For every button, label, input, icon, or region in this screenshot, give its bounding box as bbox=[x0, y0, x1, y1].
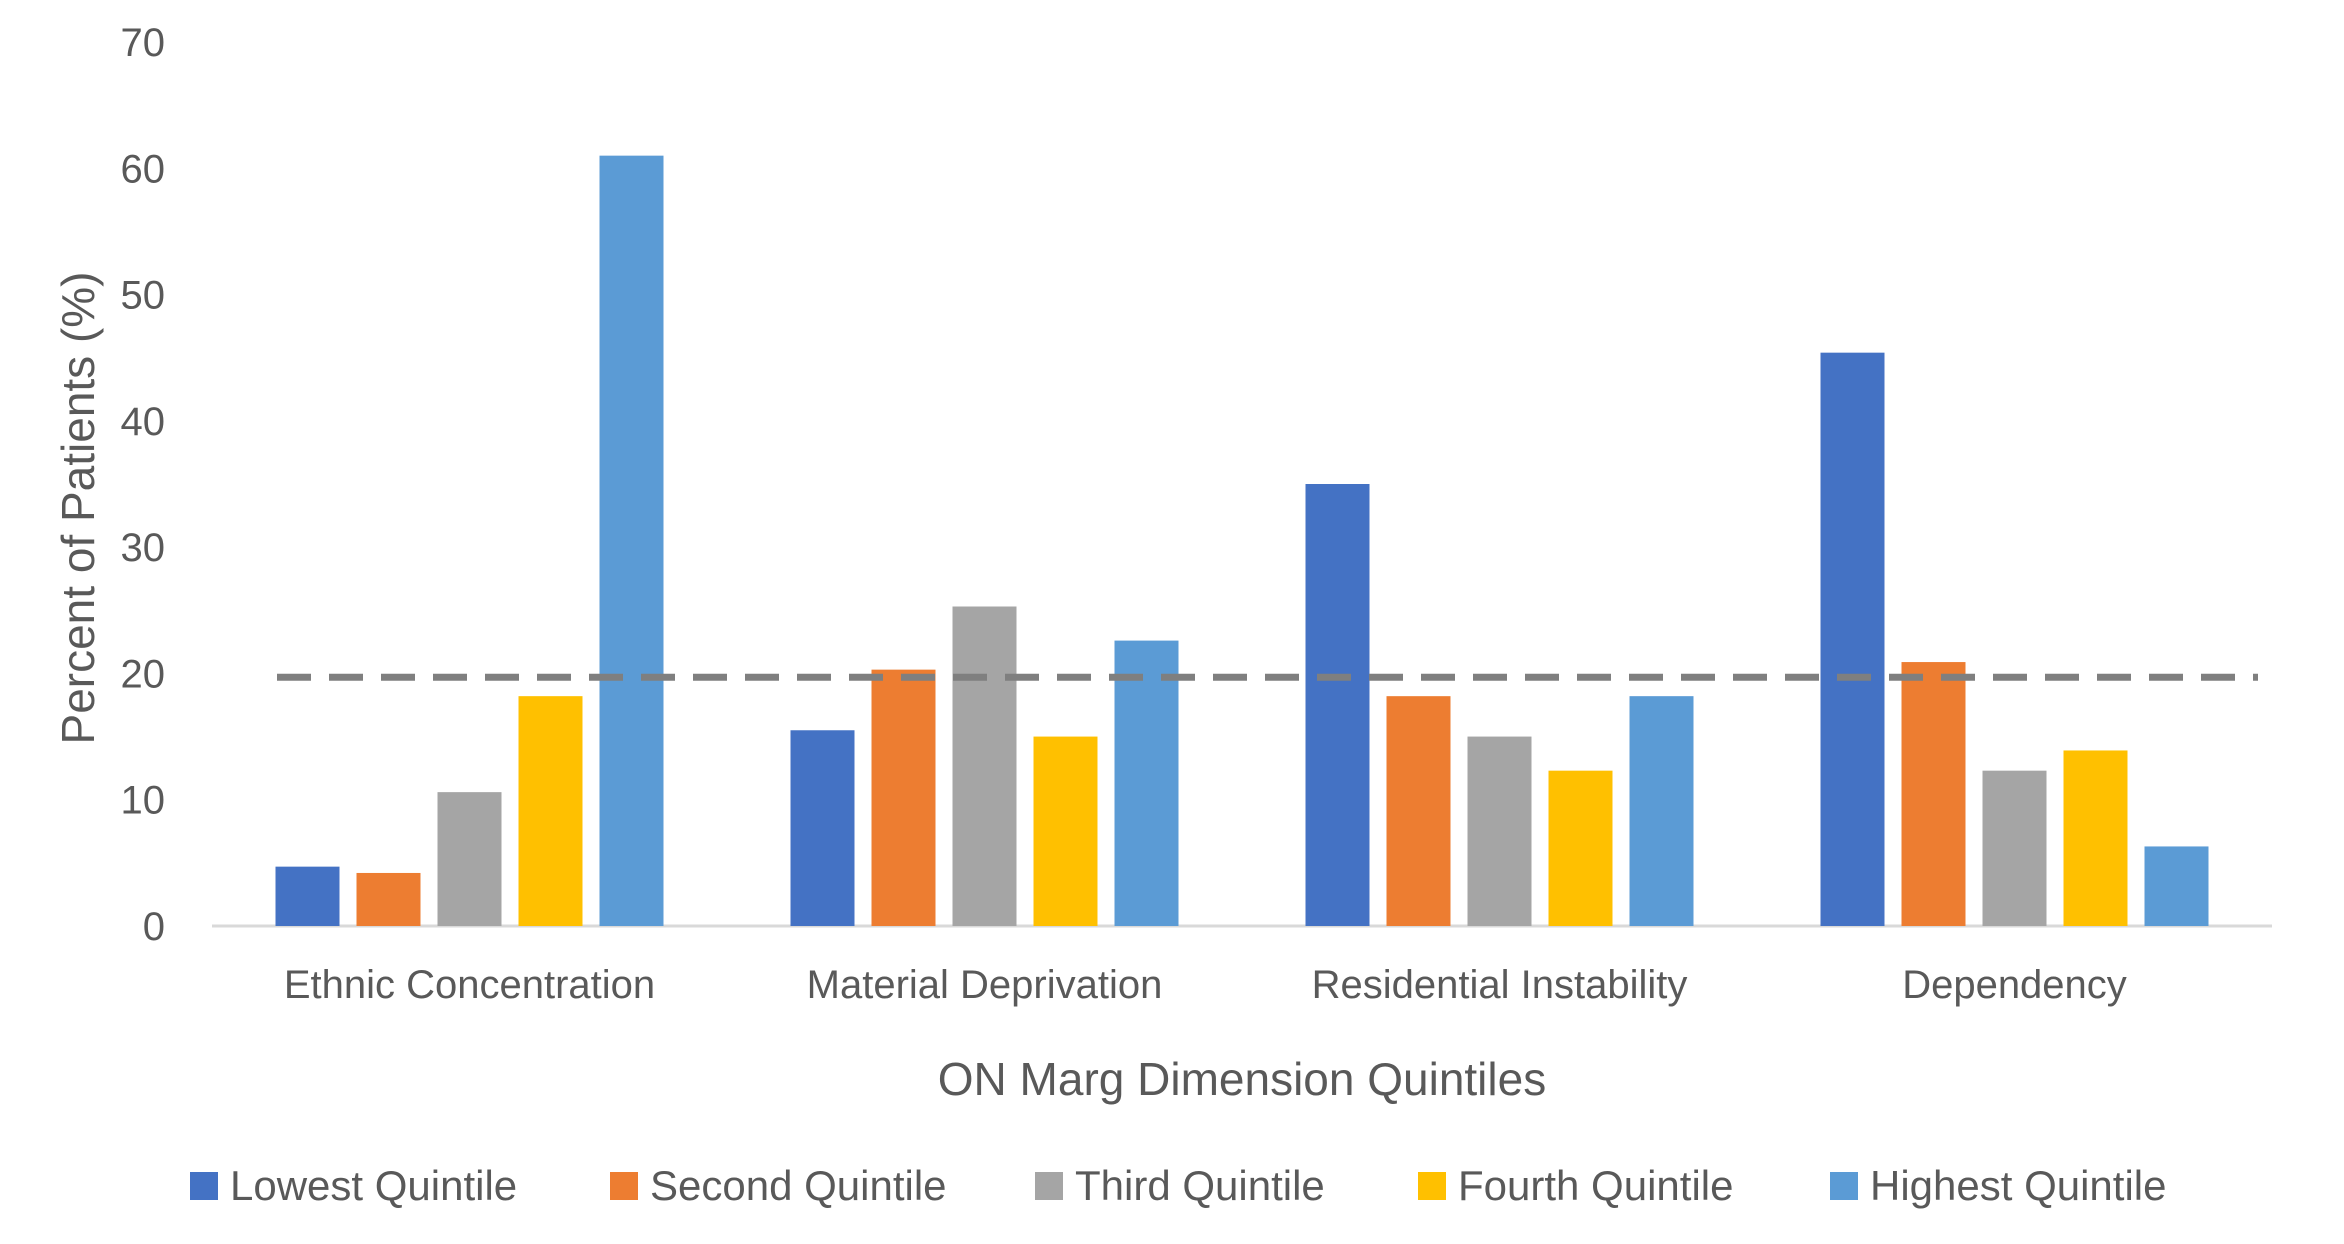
category-label: Material Deprivation bbox=[807, 963, 1163, 1007]
bar bbox=[1548, 770, 1613, 926]
legend-swatch bbox=[1418, 1172, 1446, 1200]
legend-label: Lowest Quintile bbox=[230, 1162, 517, 1209]
category-label: Residential Instability bbox=[1312, 963, 1688, 1007]
bar bbox=[952, 606, 1017, 926]
bar bbox=[1114, 640, 1179, 926]
bar bbox=[518, 696, 583, 926]
bar bbox=[1820, 352, 1885, 927]
bar bbox=[275, 866, 340, 926]
y-tick-label: 40 bbox=[121, 400, 166, 444]
bar bbox=[1386, 696, 1451, 926]
bar bbox=[1629, 696, 1694, 926]
legend-swatch bbox=[190, 1172, 218, 1200]
y-tick-label: 50 bbox=[121, 274, 166, 318]
bar bbox=[790, 730, 855, 926]
y-axis-title: Percent of Patients (%) bbox=[52, 272, 104, 745]
legend-swatch bbox=[610, 1172, 638, 1200]
bar bbox=[1901, 662, 1966, 926]
y-tick-label: 60 bbox=[121, 147, 166, 191]
category-label: Ethnic Concentration bbox=[284, 963, 655, 1007]
bars bbox=[275, 155, 2209, 927]
category-labels: Ethnic Concentration Material Deprivation… bbox=[284, 963, 2127, 1007]
bar bbox=[1033, 736, 1098, 926]
legend-swatch bbox=[1035, 1172, 1063, 1200]
legend-label: Highest Quintile bbox=[1870, 1162, 2166, 1209]
x-axis-title: ON Marg Dimension Quintiles bbox=[938, 1053, 1546, 1105]
bar bbox=[2144, 846, 2209, 926]
legend-label: Fourth Quintile bbox=[1458, 1162, 1733, 1209]
y-tick-label: 30 bbox=[121, 526, 166, 570]
bar bbox=[599, 155, 664, 926]
bar bbox=[437, 792, 502, 926]
legend-label: Second Quintile bbox=[650, 1162, 947, 1209]
bar bbox=[1467, 736, 1532, 926]
bar bbox=[356, 872, 421, 926]
bar bbox=[2063, 750, 2128, 926]
legend-label: Third Quintile bbox=[1075, 1162, 1325, 1209]
bar bbox=[1305, 484, 1370, 926]
bar bbox=[871, 669, 936, 926]
bar bbox=[1982, 770, 2047, 926]
y-axis-ticks: 0 10 20 30 40 50 60 70 bbox=[121, 21, 166, 949]
y-tick-label: 70 bbox=[121, 21, 166, 65]
category-label: Dependency bbox=[1902, 963, 2127, 1007]
y-tick-label: 0 bbox=[143, 905, 165, 949]
y-tick-label: 10 bbox=[121, 779, 166, 823]
legend: Lowest Quintile Second Quintile Third Quin… bbox=[190, 1162, 2166, 1209]
y-tick-label: 20 bbox=[121, 652, 166, 696]
legend-swatch bbox=[1830, 1172, 1858, 1200]
